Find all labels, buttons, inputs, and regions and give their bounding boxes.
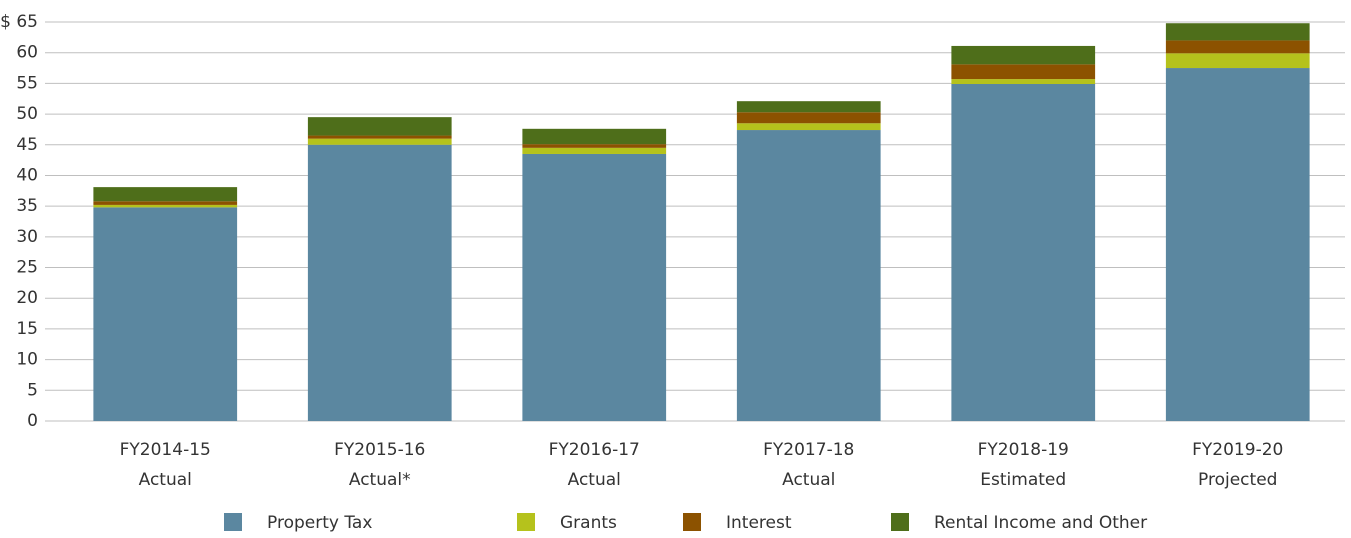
bar-segment — [522, 144, 667, 148]
bar-segment — [1165, 40, 1310, 54]
y-tick-label: 0 — [27, 411, 38, 431]
y-tick-label: 50 — [16, 104, 38, 124]
bar-segment — [522, 147, 667, 154]
bar-segment — [522, 128, 667, 145]
x-tick-label: FY2016-17 — [549, 440, 640, 460]
y-tick-label: 60 — [16, 43, 38, 63]
bar-segment — [951, 83, 1096, 421]
x-tick-label: FY2018-19 — [978, 440, 1069, 460]
legend-swatch — [517, 513, 535, 531]
y-tick-label: 55 — [16, 73, 38, 93]
y-tick-label: 10 — [16, 350, 38, 370]
legend-label: Interest — [726, 513, 792, 533]
x-tick-label: FY2019-20 — [1192, 440, 1283, 460]
bar-segment — [951, 79, 1096, 84]
legend-label: Grants — [560, 513, 617, 533]
bar-segment — [736, 130, 881, 421]
bar-segment — [93, 187, 238, 202]
bar-segment — [951, 45, 1096, 65]
bar-segment — [93, 204, 238, 208]
bar-segment — [736, 123, 881, 131]
y-tick-label: 45 — [16, 135, 38, 155]
bar-segment — [307, 144, 452, 421]
legend-label: Property Tax — [267, 513, 372, 533]
bar-segment — [1165, 68, 1310, 422]
x-tick-label: Actual — [139, 470, 192, 490]
bar-segment — [307, 117, 452, 136]
y-tick-label: 15 — [16, 319, 38, 339]
x-tick-label: FY2017-18 — [763, 440, 854, 460]
x-tick-label: Actual* — [349, 470, 411, 490]
legend-swatch — [891, 513, 909, 531]
bar-segment — [307, 138, 452, 145]
y-tick-label: 40 — [16, 165, 38, 185]
y-tick-label: 25 — [16, 258, 38, 278]
bar-segment — [93, 207, 238, 421]
x-tick-label: FY2014-15 — [120, 440, 211, 460]
y-tick-label: 30 — [16, 227, 38, 247]
y-tick-label: 20 — [16, 288, 38, 308]
bar-segment — [522, 153, 667, 421]
x-tick-label: Projected — [1198, 470, 1277, 490]
x-tick-label: FY2015-16 — [334, 440, 425, 460]
legend-swatch — [683, 513, 701, 531]
bar-segment — [1165, 53, 1310, 69]
bar-segment — [736, 112, 881, 124]
bar-segment — [1165, 23, 1310, 41]
y-tick-label: $ 65 — [0, 12, 38, 32]
x-tick-label: Estimated — [980, 470, 1066, 490]
bar-segment — [93, 201, 238, 205]
y-tick-label: 35 — [16, 196, 38, 216]
bar-segment — [951, 64, 1096, 80]
bar-segment — [307, 135, 452, 139]
x-tick-label: Actual — [568, 470, 621, 490]
x-tick-label: Actual — [782, 470, 835, 490]
legend-swatch — [224, 513, 242, 531]
y-tick-label: 5 — [27, 380, 38, 400]
bar-segment — [736, 101, 881, 113]
legend-label: Rental Income and Other — [934, 513, 1147, 533]
